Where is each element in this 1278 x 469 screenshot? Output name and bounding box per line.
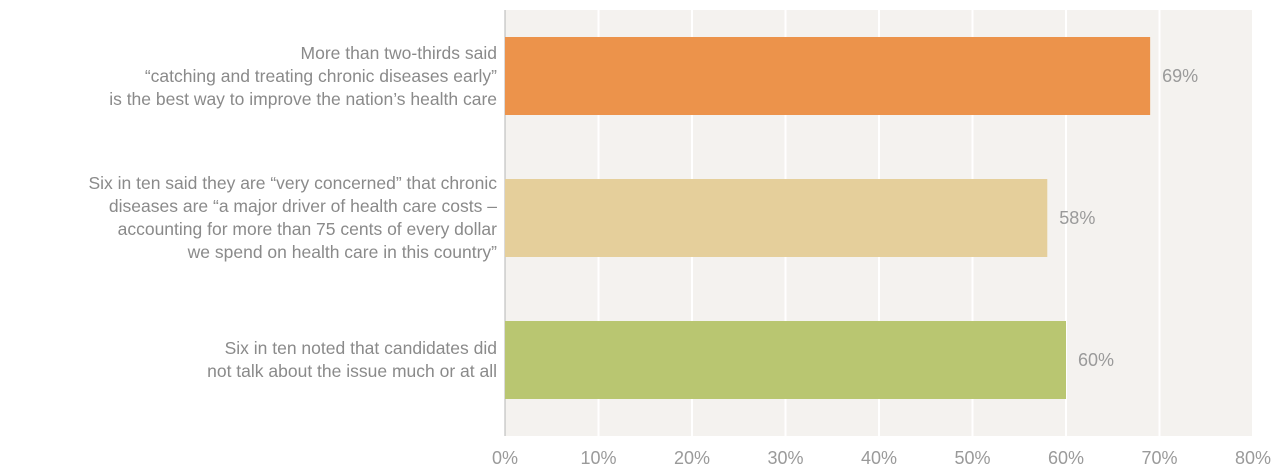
x-tick-label: 80% — [1235, 448, 1271, 468]
value-label: 69% — [1162, 66, 1198, 86]
x-tick-label: 20% — [674, 448, 710, 468]
x-tick-label: 10% — [580, 448, 616, 468]
x-tick-label: 0% — [492, 448, 518, 468]
bar — [505, 321, 1066, 399]
value-label: 58% — [1059, 208, 1095, 228]
value-label: 60% — [1078, 350, 1114, 370]
value-labels: 69% 58% 60% — [1059, 66, 1198, 370]
x-axis-tick-labels: 0% 10% 20% 30% 40% 50% 60% 70% 80% — [492, 448, 1271, 468]
x-tick-label: 60% — [1048, 448, 1084, 468]
bars — [505, 37, 1151, 399]
x-tick-label: 30% — [767, 448, 803, 468]
x-tick-label: 40% — [861, 448, 897, 468]
x-tick-label: 50% — [954, 448, 990, 468]
bar — [505, 37, 1151, 115]
x-tick-label: 70% — [1141, 448, 1177, 468]
bar — [505, 179, 1048, 257]
